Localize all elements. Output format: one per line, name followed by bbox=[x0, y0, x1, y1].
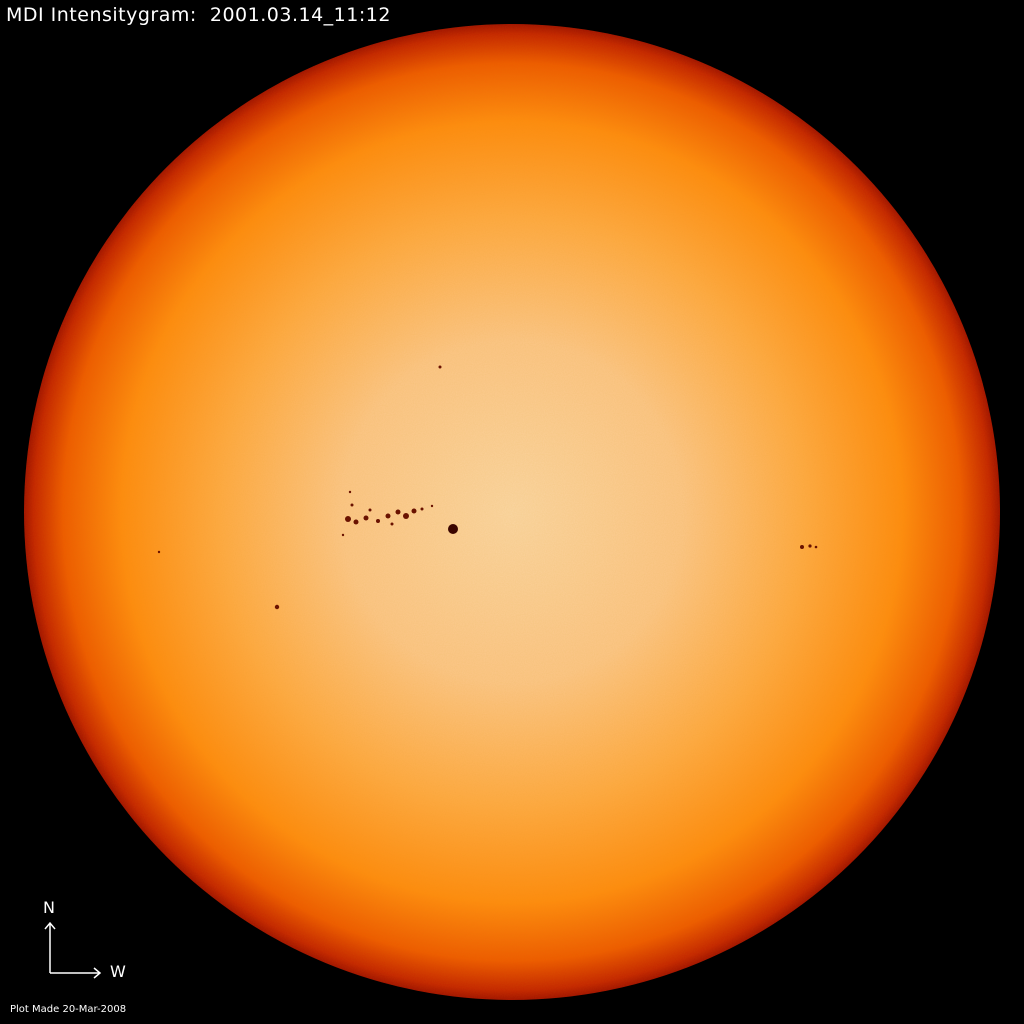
sunspot bbox=[376, 519, 380, 523]
sunspot bbox=[341, 533, 345, 537]
sunspot bbox=[390, 522, 394, 526]
sunspot bbox=[420, 507, 424, 511]
granulation-texture bbox=[24, 24, 1000, 1000]
sunspot bbox=[348, 490, 352, 494]
sunspot bbox=[814, 545, 818, 549]
sunspot bbox=[438, 365, 442, 369]
image-title: MDI Intensitygram: 2001.03.14_11:12 bbox=[6, 4, 391, 26]
sunspot bbox=[385, 513, 391, 519]
sunspot bbox=[448, 524, 458, 534]
sunspot bbox=[363, 515, 369, 521]
compass-arrows bbox=[44, 921, 102, 979]
sunspot bbox=[274, 604, 280, 610]
sunspot bbox=[403, 513, 409, 519]
sunspot bbox=[395, 509, 401, 515]
north-arrow-icon bbox=[44, 921, 56, 973]
sunspot bbox=[430, 504, 434, 508]
sunspot bbox=[808, 544, 812, 548]
sunspot bbox=[345, 516, 351, 522]
sunspot bbox=[411, 508, 417, 514]
sunspot bbox=[157, 550, 161, 554]
west-arrow-icon bbox=[50, 967, 102, 979]
north-label: N bbox=[43, 898, 55, 917]
sunspot bbox=[353, 519, 359, 525]
sunspot bbox=[350, 503, 354, 507]
plot-made-caption: Plot Made 20-Mar-2008 bbox=[10, 1004, 127, 1015]
sunspot bbox=[800, 545, 804, 549]
sunspot bbox=[368, 508, 372, 512]
west-label: W bbox=[110, 962, 126, 981]
sunspots bbox=[157, 365, 818, 610]
